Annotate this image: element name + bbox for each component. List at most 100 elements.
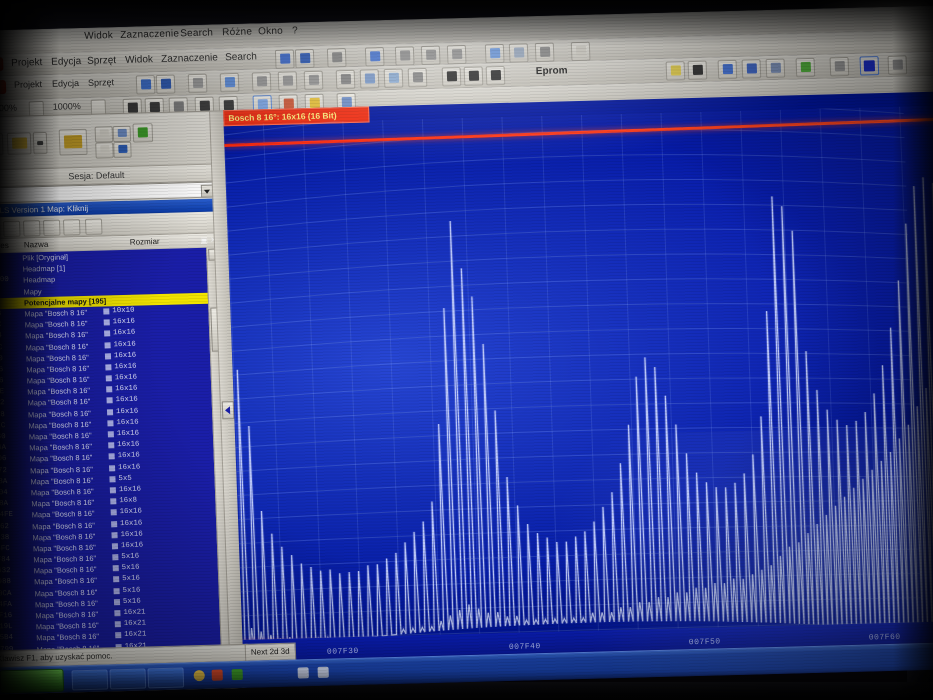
maplist-button-settings[interactable] <box>84 218 103 235</box>
menu-item-okno[interactable]: Okno <box>258 25 284 38</box>
map-thumbnail-icon <box>104 341 111 348</box>
toolbar-button-arrow-right[interactable] <box>534 42 555 63</box>
list-item-size: 16x21 <box>124 630 147 640</box>
menu-item-zaznaczenie[interactable]: Zaznaczenie <box>120 28 180 41</box>
toolbar-button-map-2d[interactable] <box>508 43 529 63</box>
toolbar-button-prev-map[interactable] <box>335 69 356 90</box>
graph-plot-area[interactable]: 007F30 007F40 007F50 007F60 <box>223 105 933 664</box>
session-paste-icon[interactable] <box>113 141 132 159</box>
taskbar-item-1[interactable] <box>109 668 147 690</box>
list-item-address <box>0 287 18 288</box>
menu-item-sprzet[interactable]: Sprzęt <box>86 55 117 67</box>
session-open-icon[interactable] <box>0 133 4 156</box>
list-item-address: 2940 <box>0 354 3 364</box>
menu-item-sprzet-2[interactable]: Sprzęt <box>87 77 115 88</box>
maplist-button-find[interactable] <box>42 219 61 237</box>
tray-icon-antivirus[interactable] <box>211 669 223 681</box>
toolbar-button-list-view[interactable] <box>277 71 298 91</box>
column-header-rozmiar[interactable]: Rozmiar <box>129 236 160 247</box>
maplist-button-zoom[interactable] <box>62 219 81 236</box>
zoom-level-right[interactable]: 1000% <box>52 101 82 112</box>
list-item-address: 8F84 <box>0 556 11 565</box>
list-item-size: 16x21 <box>123 619 147 629</box>
session-upload-icon[interactable] <box>132 123 154 143</box>
menu-item-search-2[interactable]: Search <box>224 51 258 64</box>
list-item-address: 44EC <box>0 421 6 431</box>
toolbar-button-checksum[interactable] <box>717 59 738 80</box>
toolbar-button-text-italic[interactable] <box>485 65 506 86</box>
toolbar-button-window-tile[interactable] <box>274 49 295 69</box>
map-list-panel: WinOLS Version 1 Map: Kliknij Adres Nazw… <box>0 196 239 695</box>
maplist-button-filter[interactable] <box>22 220 41 237</box>
map-thumbnail-icon <box>105 364 112 371</box>
taskbar-item-0[interactable] <box>71 669 109 691</box>
tray-icon-battery[interactable] <box>317 666 329 678</box>
maplist-button-warning[interactable] <box>2 220 21 238</box>
toolbar-button-context-help[interactable] <box>687 60 708 81</box>
session-open-project-icon[interactable] <box>58 128 88 156</box>
tray-icon-network[interactable] <box>231 668 243 681</box>
toolbar-button-rotate[interactable] <box>359 69 380 89</box>
toolbar-button-cut[interactable] <box>570 41 591 62</box>
list-item-address <box>0 298 19 299</box>
list-item-size: 16x16 <box>116 429 140 439</box>
toolbar-button-grid[interactable] <box>326 48 347 68</box>
x-tick-1: 007F40 <box>508 642 541 652</box>
toolbar-button-color-picker[interactable] <box>859 56 880 76</box>
toolbar-button-matrix[interactable] <box>446 44 467 65</box>
toolbar-button-compare[interactable] <box>741 59 762 79</box>
toolbar-button-new-window[interactable] <box>219 72 240 93</box>
toolbar-button-home[interactable] <box>383 68 404 89</box>
tray-icon-mail[interactable] <box>193 669 205 682</box>
menu-item-widok[interactable]: Widok <box>84 30 114 42</box>
session-edit-icon[interactable] <box>94 126 114 143</box>
list-item-name: Mapa "Bosch 8 16" <box>24 319 88 330</box>
menu-item-widok-2[interactable]: Widok <box>124 54 154 66</box>
menu-item-help[interactable]: ? <box>291 25 299 37</box>
session-copy-icon[interactable] <box>95 142 114 159</box>
toolbar-button-save-project[interactable] <box>155 74 176 95</box>
menu-item-projekt-2[interactable]: Projekt <box>13 79 43 90</box>
list-item-address: 5006 <box>0 455 7 464</box>
toolbar-button-columns[interactable] <box>420 45 441 66</box>
splitter-collapse-icon[interactable] <box>221 401 235 420</box>
toolbar-button-detail-view[interactable] <box>303 70 324 91</box>
session-folder-icon[interactable] <box>6 132 32 155</box>
toolbar-button-next-map[interactable] <box>407 67 428 88</box>
zoom-level-left[interactable]: 1000% <box>0 102 18 114</box>
toolbar-button-difference[interactable] <box>765 58 786 79</box>
toolbar-button-export[interactable] <box>795 57 816 78</box>
list-item-address: 4E4A <box>0 444 7 453</box>
menu-item-rozne[interactable]: Różne <box>222 26 253 39</box>
toolbar-button-open-project[interactable] <box>135 75 156 95</box>
toolbar-button-rows[interactable] <box>394 46 415 66</box>
list-item-size: 16x16 <box>120 541 144 550</box>
toolbar-button-table[interactable] <box>364 47 385 67</box>
toolbar-button-text-bold[interactable] <box>463 66 484 86</box>
toolbar-button-more-options[interactable] <box>887 55 908 75</box>
toolbar-button-window-cascade[interactable] <box>294 48 315 69</box>
list-item-name: Mapa "Bosch 8 16" <box>34 587 98 598</box>
toolbar-button-axis-setup[interactable] <box>829 56 850 77</box>
column-header-adres[interactable]: Adres <box>0 240 9 251</box>
menu-item-edycja-2[interactable]: Edycja <box>51 78 80 89</box>
list-item-size: 16x16 <box>120 530 143 539</box>
toolbar-button-map-3d[interactable] <box>484 43 505 64</box>
list-item-address: 9988 <box>0 578 12 587</box>
toolbar-button-bulb-hint[interactable] <box>665 61 686 81</box>
start-button[interactable] <box>0 668 65 694</box>
session-compare-icon[interactable] <box>112 125 132 143</box>
taskbar-item-2[interactable] <box>147 667 185 689</box>
toolbar-button-hex-view[interactable] <box>251 72 272 92</box>
maplist-button-up[interactable] <box>0 221 1 238</box>
menu-item-search[interactable]: Search <box>180 27 214 40</box>
map-list[interactable]: Plik [Oryginał] Headmap [1] 000000 Headmap M… <box>0 247 222 686</box>
column-header-nazwa[interactable]: Nazwa <box>23 239 49 250</box>
session-dropdown-icon[interactable] <box>32 131 48 155</box>
menu-item-edycja[interactable]: Edycja <box>50 55 82 68</box>
toolbar-button-text-style[interactable] <box>441 67 462 87</box>
menu-item-zaznaczenie-2[interactable]: Zaznaczenie <box>160 52 219 65</box>
tray-icon-volume[interactable] <box>297 667 309 679</box>
toolbar-button-print[interactable] <box>187 73 208 94</box>
menu-item-projekt[interactable]: Projekt <box>10 57 43 69</box>
